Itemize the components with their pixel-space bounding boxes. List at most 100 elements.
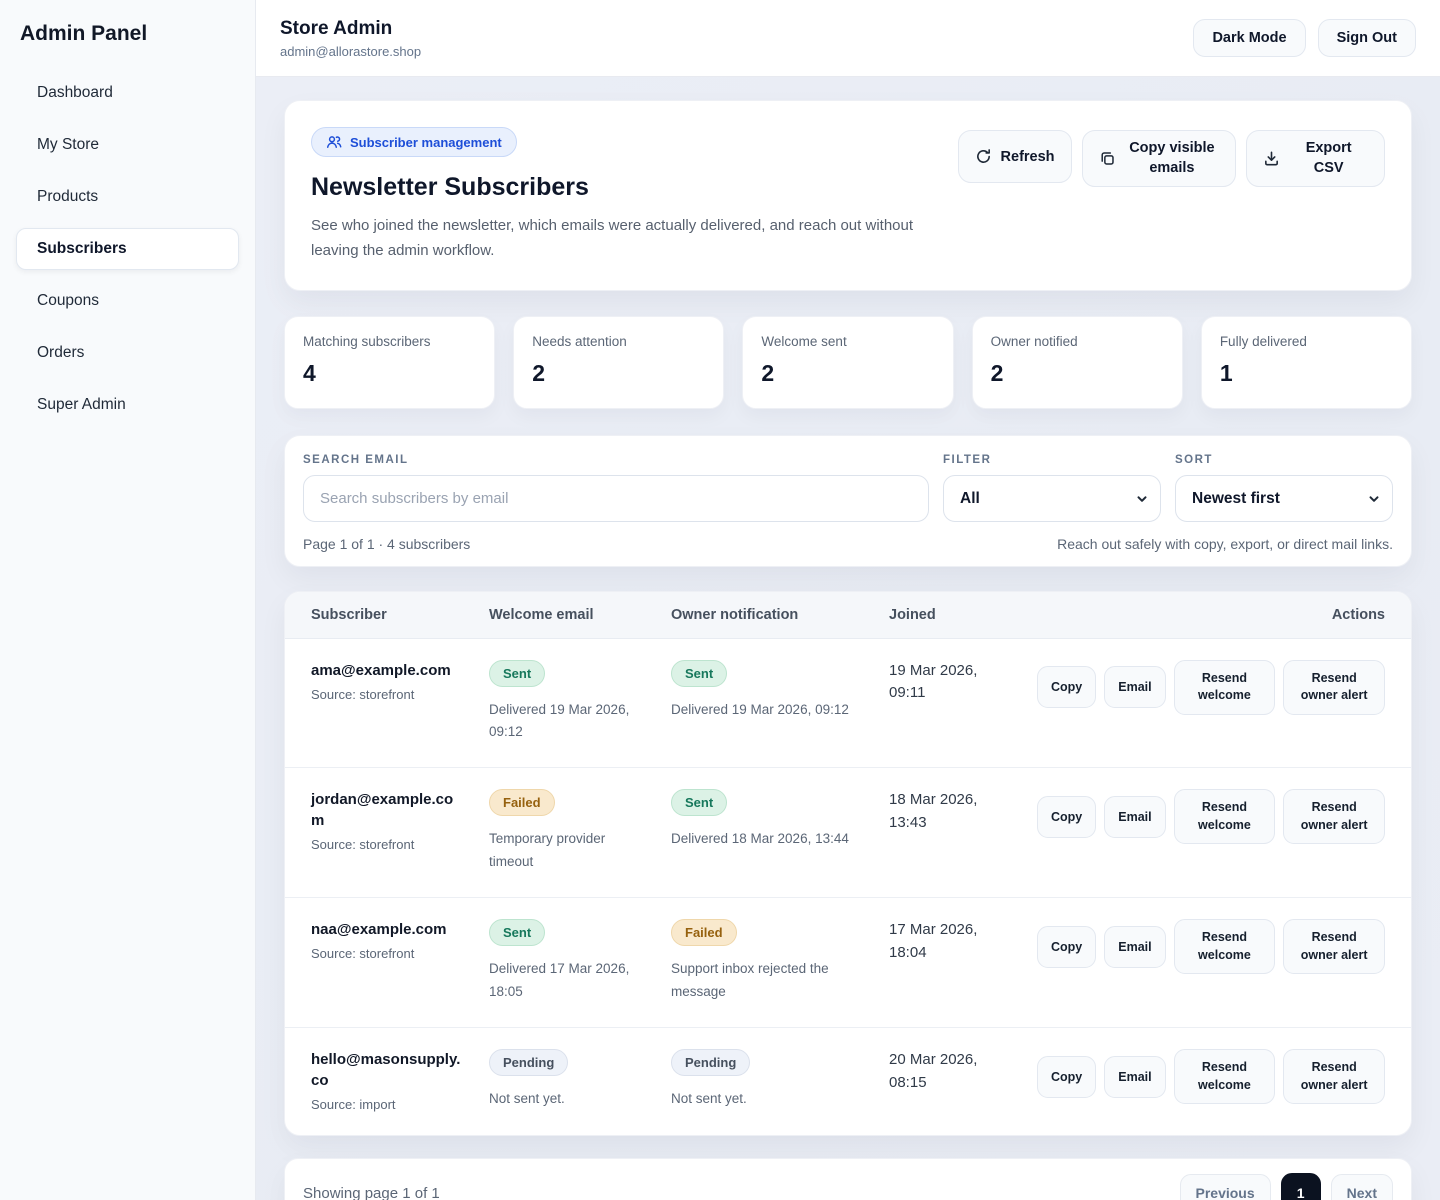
subscriber-email: ama@example.com <box>311 660 489 681</box>
column-joined: Joined <box>889 607 1037 623</box>
sidebar-item-my-store[interactable]: My Store <box>16 124 239 166</box>
stat-label: Matching subscribers <box>303 334 476 349</box>
resend-welcome-label: Resend welcome <box>1188 799 1262 834</box>
admin-email: admin@allorastore.shop <box>280 44 421 59</box>
stat-value: 2 <box>761 360 934 387</box>
previous-page-button[interactable]: Previous <box>1180 1174 1271 1200</box>
copy-button[interactable]: Copy <box>1037 796 1096 838</box>
owner-notification-cell: Sent Delivered 18 Mar 2026, 13:44 <box>671 789 889 851</box>
search-input[interactable] <box>303 475 929 522</box>
search-field-group: SEARCH EMAIL <box>303 454 929 522</box>
copy-button[interactable]: Copy <box>1037 666 1096 708</box>
subscriber-management-badge: Subscriber management <box>311 127 517 157</box>
app-title: Admin Panel <box>16 18 239 72</box>
email-button[interactable]: Email <box>1104 1056 1165 1098</box>
content-area: Subscriber management Newsletter Subscri… <box>256 77 1440 1200</box>
resend-owner-alert-button[interactable]: Resend owner alert <box>1283 660 1385 715</box>
copy-button[interactable]: Copy <box>1037 926 1096 968</box>
stat-value: 2 <box>532 360 705 387</box>
stat-card: Matching subscribers 4 <box>284 316 495 409</box>
joined-cell: 19 Mar 2026, 09:11 <box>889 660 1037 705</box>
sort-label: SORT <box>1175 454 1393 466</box>
resend-owner-alert-button[interactable]: Resend owner alert <box>1283 1049 1385 1104</box>
welcome-status-badge: Failed <box>489 789 555 816</box>
column-welcome-email: Welcome email <box>489 607 671 623</box>
refresh-label: Refresh <box>1001 149 1055 165</box>
reach-out-hint: Reach out safely with copy, export, or d… <box>1057 536 1393 552</box>
subscriber-cell: jordan@example.com Source: storefront <box>311 789 489 852</box>
copy-button[interactable]: Copy <box>1037 1056 1096 1098</box>
welcome-email-cell: Failed Temporary provider timeout <box>489 789 671 874</box>
topbar-actions: Dark Mode Sign Out <box>1193 19 1416 57</box>
sign-out-button[interactable]: Sign Out <box>1318 19 1416 57</box>
export-csv-button[interactable]: Export CSV <box>1246 130 1385 187</box>
welcome-detail: Delivered 17 Mar 2026, 18:05 <box>489 958 671 1004</box>
email-button[interactable]: Email <box>1104 666 1165 708</box>
stat-card: Fully delivered 1 <box>1201 316 1412 409</box>
subscriber-email: naa@example.com <box>311 919 489 940</box>
people-icon <box>326 134 342 150</box>
column-owner-notification: Owner notification <box>671 607 889 623</box>
stat-value: 2 <box>991 360 1164 387</box>
joined-cell: 20 Mar 2026, 08:15 <box>889 1049 1037 1094</box>
welcome-email-cell: Sent Delivered 19 Mar 2026, 09:12 <box>489 660 671 745</box>
copy-visible-label: Copy visible emails <box>1125 139 1220 178</box>
filter-select[interactable]: All <box>943 475 1161 522</box>
resend-welcome-button[interactable]: Resend welcome <box>1174 1049 1276 1104</box>
current-page-button[interactable]: 1 <box>1281 1173 1321 1200</box>
table-row: ama@example.com Source: storefront Sent … <box>285 639 1411 768</box>
subscriber-cell: naa@example.com Source: storefront <box>311 919 489 961</box>
subscriber-source: Source: storefront <box>311 946 489 961</box>
resend-welcome-label: Resend welcome <box>1188 929 1262 964</box>
next-page-button[interactable]: Next <box>1331 1174 1393 1200</box>
sidebar-item-orders[interactable]: Orders <box>16 332 239 374</box>
dark-mode-button[interactable]: Dark Mode <box>1193 19 1305 57</box>
welcome-status-badge: Sent <box>489 919 545 946</box>
resend-owner-alert-label: Resend owner alert <box>1297 1059 1371 1094</box>
stat-card: Owner notified 2 <box>972 316 1183 409</box>
hero-text: Subscriber management Newsletter Subscri… <box>311 127 958 264</box>
stats-row: Matching subscribers 4 Needs attention 2… <box>284 316 1412 409</box>
welcome-status-badge: Sent <box>489 660 545 687</box>
resend-welcome-button[interactable]: Resend welcome <box>1174 789 1276 844</box>
copy-visible-emails-button[interactable]: Copy visible emails <box>1082 130 1237 187</box>
sidebar-item-subscribers[interactable]: Subscribers <box>16 228 239 270</box>
download-icon <box>1263 150 1280 167</box>
sidebar-item-coupons[interactable]: Coupons <box>16 280 239 322</box>
search-email-label: SEARCH EMAIL <box>303 454 929 466</box>
resend-owner-alert-button[interactable]: Resend owner alert <box>1283 789 1385 844</box>
page-description: See who joined the newsletter, which ema… <box>311 214 958 264</box>
welcome-detail: Temporary provider timeout <box>489 828 671 874</box>
owner-notification-cell: Pending Not sent yet. <box>671 1049 889 1111</box>
page-summary: Page 1 of 1 · 4 subscribers <box>303 536 470 552</box>
resend-owner-alert-button[interactable]: Resend owner alert <box>1283 919 1385 974</box>
sort-select[interactable]: Newest first <box>1175 475 1393 522</box>
filter-field-group: FILTER All <box>943 454 1161 522</box>
pagination-summary: Showing page 1 of 1 <box>303 1185 440 1200</box>
hero-actions: Refresh Copy visible emails <box>958 127 1385 264</box>
hero-card: Subscriber management Newsletter Subscri… <box>284 100 1412 291</box>
resend-welcome-button[interactable]: Resend welcome <box>1174 660 1276 715</box>
owner-detail: Support inbox rejected the message <box>671 958 889 1004</box>
resend-owner-alert-label: Resend owner alert <box>1297 670 1371 705</box>
sidebar-nav: Dashboard My Store Products Subscribers Coup… <box>16 72 239 426</box>
topbar: Store Admin admin@allorastore.shop Dark … <box>256 0 1440 77</box>
stat-label: Welcome sent <box>761 334 934 349</box>
email-button[interactable]: Email <box>1104 926 1165 968</box>
welcome-email-cell: Pending Not sent yet. <box>489 1049 671 1111</box>
email-button[interactable]: Email <box>1104 796 1165 838</box>
filter-label: FILTER <box>943 454 1161 466</box>
resend-welcome-button[interactable]: Resend welcome <box>1174 919 1276 974</box>
sidebar-item-dashboard[interactable]: Dashboard <box>16 72 239 114</box>
copy-icon <box>1099 150 1116 167</box>
owner-status-badge: Sent <box>671 789 727 816</box>
refresh-icon <box>975 148 992 165</box>
stat-card: Welcome sent 2 <box>742 316 953 409</box>
refresh-button[interactable]: Refresh <box>958 130 1072 183</box>
sidebar-item-products[interactable]: Products <box>16 176 239 218</box>
sidebar-item-super-admin[interactable]: Super Admin <box>16 384 239 426</box>
column-subscriber: Subscriber <box>311 607 489 623</box>
stat-label: Owner notified <box>991 334 1164 349</box>
owner-detail: Not sent yet. <box>671 1088 889 1111</box>
actions-cell: Copy Email Resend welcome Resend owner a… <box>1037 1049 1385 1104</box>
